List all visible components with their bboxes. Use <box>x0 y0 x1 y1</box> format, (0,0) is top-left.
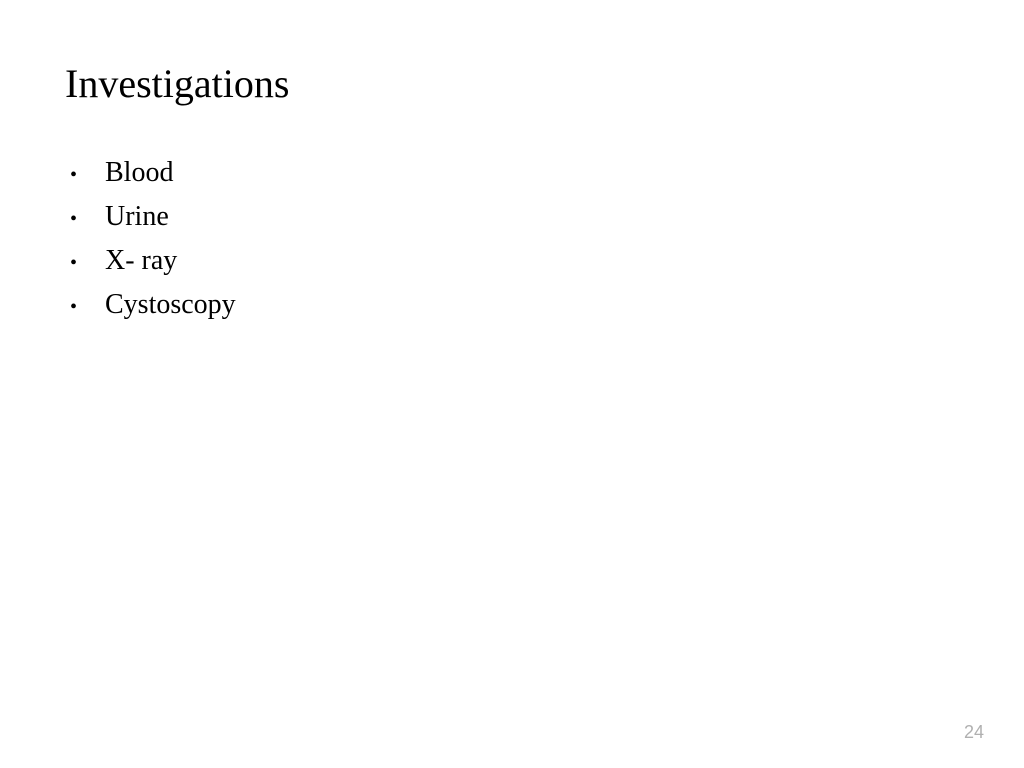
list-item: • Cystoscopy <box>65 289 959 321</box>
bullet-text: Blood <box>105 157 173 189</box>
bullet-marker-icon: • <box>65 208 105 231</box>
page-number: 24 <box>964 722 984 743</box>
bullet-text: X- ray <box>105 245 177 277</box>
list-item: • Urine <box>65 201 959 233</box>
bullet-text: Cystoscopy <box>105 289 236 321</box>
bullet-list: • Blood • Urine • X- ray • Cystoscopy <box>65 157 959 321</box>
list-item: • X- ray <box>65 245 959 277</box>
bullet-marker-icon: • <box>65 252 105 275</box>
bullet-marker-icon: • <box>65 296 105 319</box>
slide-container: Investigations • Blood • Urine • X- ray … <box>0 0 1024 768</box>
bullet-text: Urine <box>105 201 169 233</box>
slide-title: Investigations <box>65 60 959 107</box>
list-item: • Blood <box>65 157 959 189</box>
bullet-marker-icon: • <box>65 164 105 187</box>
